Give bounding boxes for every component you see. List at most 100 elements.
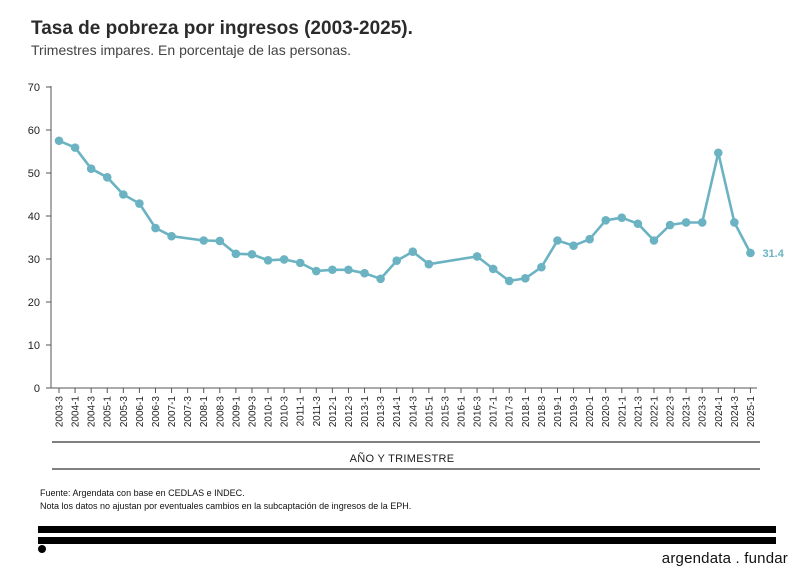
x-tick-label: 2014-3 <box>408 396 419 428</box>
data-point <box>537 262 546 272</box>
footer-dot <box>38 545 46 553</box>
source-note: Fuente: Argendata con base en CEDLAS e I… <box>40 487 411 513</box>
data-point <box>697 218 707 227</box>
data-point <box>344 265 353 275</box>
data-point <box>86 164 96 173</box>
x-tick-label: 2015-3 <box>440 396 451 428</box>
data-point <box>328 265 337 275</box>
x-tick-label: 2004-1 <box>71 396 82 428</box>
x-tick-label: 2012-3 <box>344 396 355 428</box>
x-tick-label: 2016-3 <box>473 396 484 428</box>
x-tick-label: 2003-3 <box>55 396 66 428</box>
data-point <box>746 248 755 258</box>
x-tick-label: 2020-1 <box>585 396 596 428</box>
x-tick-label: 2009-1 <box>231 396 242 428</box>
x-tick-label: 2007-1 <box>167 396 178 428</box>
data-point <box>311 266 321 276</box>
x-tick-label: 2016-1 <box>457 396 468 428</box>
y-tick-label: 0 <box>34 383 40 395</box>
data-point <box>504 276 514 286</box>
x-tick-label: 2018-1 <box>521 396 532 428</box>
source-text: Fuente: Argendata con base en CEDLAS e I… <box>40 488 245 498</box>
data-point <box>730 218 739 227</box>
x-tick-label: 2011-3 <box>312 396 323 427</box>
x-tick-label: 2009-3 <box>247 396 258 428</box>
data-point <box>488 264 498 274</box>
y-tick-label: 30 <box>28 254 40 266</box>
methodology-note: Nota los datos no ajustan por eventuales… <box>40 501 412 511</box>
x-tick-label: 2019-1 <box>553 396 564 428</box>
y-tick-label: 40 <box>28 211 40 223</box>
y-axis: 0 10 20 30 40 50 60 70 <box>28 82 52 395</box>
y-tick-label: 70 <box>28 82 40 94</box>
page-subtitle: Trimestres impares. En porcentaje de las… <box>31 42 352 58</box>
data-point <box>601 216 611 225</box>
data-point <box>263 255 273 265</box>
x-tick-label: 2017-3 <box>505 396 516 428</box>
data-point <box>424 259 434 269</box>
y-tick-label: 60 <box>28 125 40 137</box>
x-tick-label: 2022-1 <box>649 396 660 428</box>
x-tick-label: 2019-3 <box>569 396 580 428</box>
series-line <box>58 139 752 283</box>
x-tick-label: 2013-3 <box>376 396 387 428</box>
data-point <box>521 274 530 283</box>
data-point <box>585 234 594 244</box>
x-tick-label: 2021-1 <box>617 396 628 428</box>
x-tick-label: 2014-1 <box>392 396 403 428</box>
x-tick-label: 2010-1 <box>264 396 275 428</box>
footer-bar-bottom <box>38 537 776 544</box>
x-tick-label: 2005-1 <box>103 396 114 428</box>
data-point <box>681 218 691 227</box>
y-tick-label: 10 <box>28 340 40 352</box>
footer-bar-top <box>38 526 776 533</box>
data-point <box>633 219 643 229</box>
data-point <box>119 190 128 199</box>
brand-logo: argendata . fundar <box>661 550 788 567</box>
data-point <box>151 223 160 233</box>
data-point <box>295 258 305 268</box>
x-tick-label: 2004-3 <box>87 396 98 428</box>
x-tick-label: 2018-3 <box>537 396 548 428</box>
y-tick-labels: 0 10 20 30 40 50 60 70 <box>28 82 51 395</box>
x-tick-label: 2024-3 <box>730 396 741 428</box>
poverty-line-chart: 0 10 20 30 40 50 60 70 2003-3 2004-1 2004-3 2005-1… <box>28 82 785 470</box>
data-point <box>215 236 225 246</box>
x-tick-label: 2015-1 <box>424 396 435 428</box>
x-axis-title: AÑO Y TRIMESTRE <box>350 452 455 465</box>
data-point <box>54 136 64 146</box>
x-axis: 2003-3 2004-1 2004-3 2005-1 2005-3 2006-1 2006… <box>51 387 757 428</box>
x-tick-label: 2011-1 <box>296 396 307 427</box>
x-tick-label: 2006-3 <box>151 396 162 428</box>
data-point <box>376 274 385 284</box>
x-tick-label: 2024-1 <box>714 396 725 428</box>
data-point <box>167 231 176 241</box>
page-title: Tasa de pobreza por ingresos (2003-2025)… <box>31 18 413 39</box>
data-point <box>70 143 80 152</box>
data-point <box>569 241 578 250</box>
x-tick-label: 2010-3 <box>280 396 291 428</box>
data-point <box>408 247 418 256</box>
data-point <box>135 199 144 208</box>
data-labels: 31.4 <box>762 248 784 260</box>
data-point <box>649 236 659 245</box>
data-point <box>199 236 209 245</box>
data-point <box>472 252 482 261</box>
y-tick-label: 20 <box>28 297 40 309</box>
data-point <box>231 249 241 259</box>
data-point <box>553 236 562 245</box>
x-tick-label: 2020-3 <box>601 396 612 428</box>
x-tick-label: 2013-1 <box>360 396 371 428</box>
y-tick-label: 50 <box>28 168 40 180</box>
data-points <box>54 136 755 286</box>
x-tick-label: 2025-1 <box>746 396 757 428</box>
x-tick-label: 2021-3 <box>633 396 644 428</box>
data-label: 31.4 <box>762 248 784 260</box>
x-tick-label: 2012-1 <box>328 396 339 428</box>
data-point <box>392 256 401 266</box>
x-tick-label: 2007-3 <box>183 396 194 428</box>
x-tick-label: 2008-3 <box>215 396 226 428</box>
data-point <box>360 268 369 278</box>
x-tick-label: 2023-1 <box>682 396 693 428</box>
x-tick-label: 2006-1 <box>135 396 146 428</box>
